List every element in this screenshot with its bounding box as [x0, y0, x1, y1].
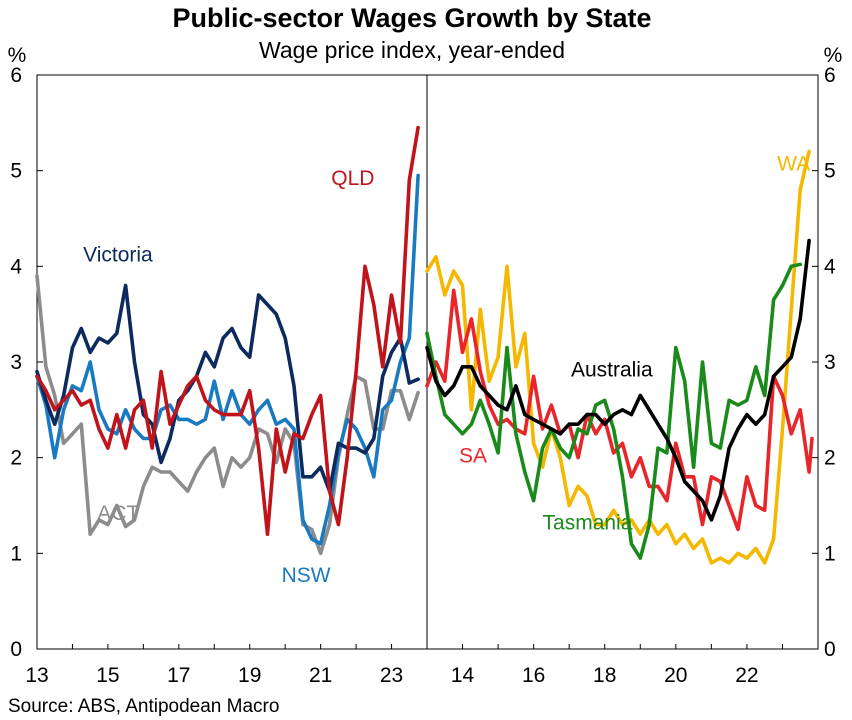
x-tick-label: 16 — [522, 664, 545, 687]
chart-title: Public-sector Wages Growth by State — [172, 3, 651, 33]
y-tick-label-left: 6 — [10, 64, 22, 87]
series-line-australia — [425, 238, 811, 522]
y-tick-label-right: 0 — [824, 638, 836, 661]
series-label-victoria: Victoria — [83, 244, 153, 267]
series-lines — [35, 125, 814, 565]
x-tick-label: 13 — [25, 664, 48, 687]
series-line-tasmania — [425, 262, 803, 560]
x-tick-label: 18 — [593, 664, 616, 687]
x-axis-ticks: 13 15 17 19 21 23 14 16 18 20 22 — [25, 644, 819, 687]
x-tick-label: 15 — [96, 664, 119, 687]
y-tick-label-right: 2 — [824, 447, 836, 470]
series-label-sa: SA — [459, 444, 487, 467]
y-unit-left: % — [8, 44, 27, 67]
x-tick-label: 17 — [167, 664, 190, 687]
series-label-qld: QLD — [331, 167, 374, 190]
series-line-sa — [425, 288, 814, 532]
y-tick-label-right: 5 — [824, 160, 836, 183]
chart-subtitle: Wage price index, year-ended — [259, 37, 565, 63]
x-tick-label: 19 — [238, 664, 261, 687]
x-tick-label: 14 — [451, 664, 475, 687]
series-line-nsw — [35, 173, 420, 546]
series-label-wa: WA — [777, 153, 810, 176]
y-axis-ticks: 0 0 1 1 2 2 3 3 4 4 5 5 6 6 — [10, 64, 836, 661]
x-tick-label: 22 — [735, 664, 758, 687]
source-note: Source: ABS, Antipodean Macro — [8, 696, 279, 717]
x-tick-label: 23 — [380, 664, 403, 687]
series-label-tasmania: Tasmania — [543, 511, 633, 534]
series-line-qld — [35, 125, 420, 537]
y-tick-label-left: 2 — [10, 447, 22, 470]
x-tick-label: 21 — [309, 664, 332, 687]
y-tick-label-left: 5 — [10, 160, 22, 183]
series-line-wa — [425, 149, 811, 565]
y-tick-label-left: 4 — [10, 255, 22, 278]
y-tick-label-left: 1 — [10, 542, 22, 565]
series-labels: ACT NSW Victoria QLD WA SA Tasmania Australia — [83, 153, 810, 587]
y-tick-label-left: 0 — [10, 638, 22, 661]
y-tick-label-left: 3 — [10, 351, 22, 374]
y-tick-label-right: 6 — [824, 64, 836, 87]
series-label-act: ACT — [97, 502, 139, 525]
x-tick-label: 20 — [664, 664, 687, 687]
y-tick-label-right: 1 — [824, 542, 836, 565]
series-line-victoria — [35, 283, 420, 493]
series-label-nsw: NSW — [282, 564, 331, 587]
y-tick-label-right: 4 — [824, 255, 836, 278]
y-tick-label-right: 3 — [824, 351, 836, 374]
y-unit-right: % — [824, 44, 843, 67]
series-label-australia: Australia — [571, 358, 653, 381]
